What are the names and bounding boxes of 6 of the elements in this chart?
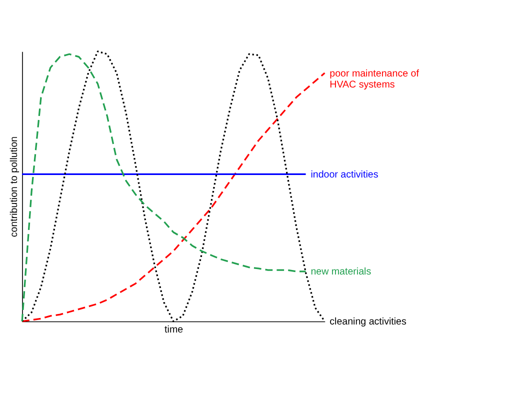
series-label: indoor activities xyxy=(310,169,378,180)
y-axis-title: contribution to pollution xyxy=(8,136,20,238)
series-label: poor maintenance of HVAC systems xyxy=(330,68,420,91)
series-label: new materials xyxy=(310,266,372,278)
x-axis-title: time xyxy=(164,324,184,336)
series-label: cleaning activities xyxy=(330,316,406,328)
